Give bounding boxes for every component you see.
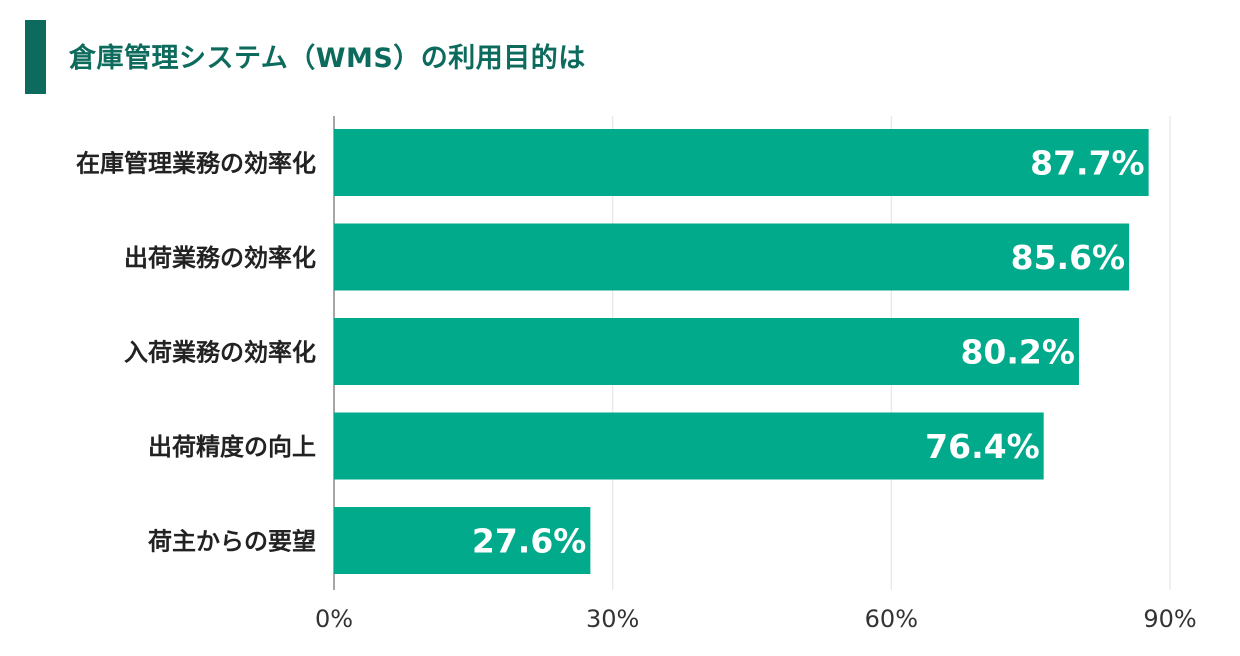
category-label: 入荷業務の効率化 xyxy=(124,339,316,367)
bar xyxy=(334,129,1149,196)
label-layer: 87.7% 在庫管理業務の効率化 85.6% 出荷業務の効率化 80.2% 入荷業務の効率… xyxy=(76,144,1145,561)
bar-value-label: 85.6% xyxy=(1011,238,1126,277)
x-tick-label: 90% xyxy=(1143,605,1196,633)
bar xyxy=(334,223,1130,291)
tick-layer: 0% 30% 60% 90% xyxy=(315,605,1197,633)
title-accent-bar xyxy=(25,20,46,94)
bar-value-label: 80.2% xyxy=(960,333,1075,372)
chart-title: 倉庫管理システム（WMS）の利用目的は xyxy=(69,43,586,74)
bar xyxy=(334,412,1044,480)
bar-layer xyxy=(334,129,1149,574)
bar-value-label: 27.6% xyxy=(472,522,587,561)
category-label: 荷主からの要望 xyxy=(148,528,316,556)
bar xyxy=(334,507,591,574)
bar-value-label: 76.4% xyxy=(925,427,1040,466)
x-tick-label: 60% xyxy=(865,605,918,633)
category-label: 出荷業務の効率化 xyxy=(124,244,316,272)
category-label: 在庫管理業務の効率化 xyxy=(76,150,316,178)
x-tick-label: 0% xyxy=(315,605,353,633)
bar-value-label: 87.7% xyxy=(1030,144,1145,183)
category-label: 出荷精度の向上 xyxy=(148,433,316,461)
x-tick-label: 30% xyxy=(586,605,639,633)
bar xyxy=(334,318,1079,385)
